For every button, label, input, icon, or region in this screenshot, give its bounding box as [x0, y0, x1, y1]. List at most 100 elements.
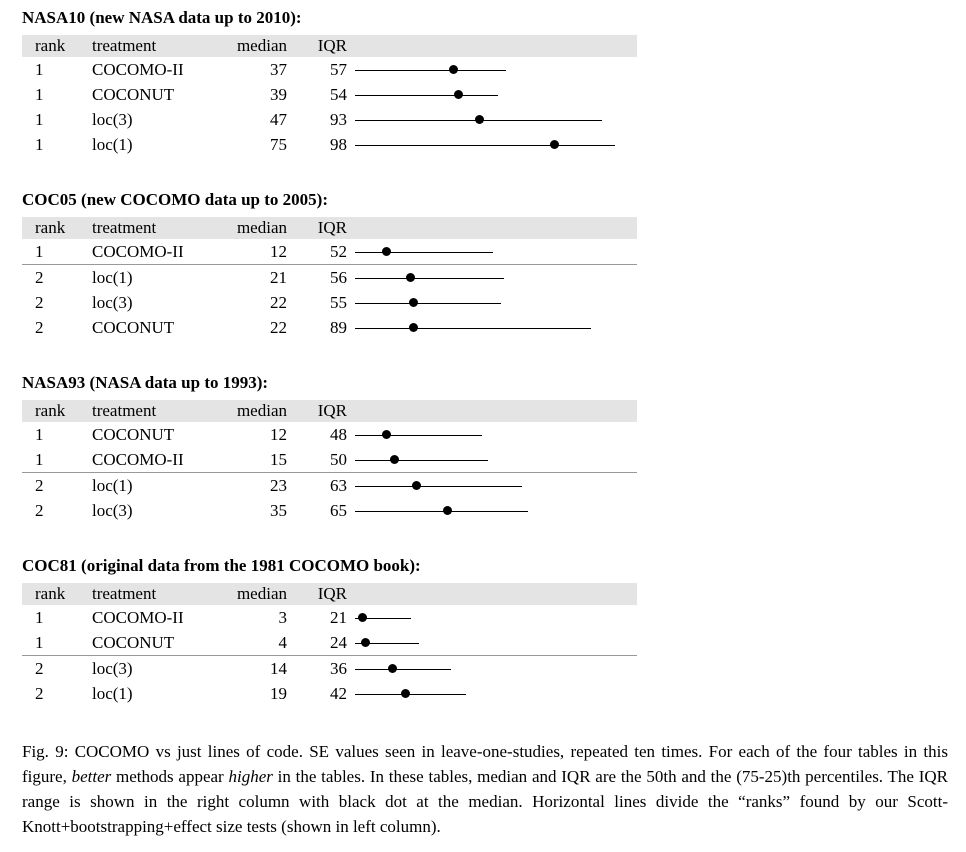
table-row: 1 loc(1) 75 98 [22, 132, 948, 157]
rank-cell: 1 [35, 449, 44, 469]
table-header-row: rank treatment median IQR [22, 35, 637, 57]
rank-groups: 1 COCOMO-II 12 52 2 loc(1) 21 56 2 loc(3… [22, 239, 948, 340]
iqr-range-plot [347, 447, 647, 472]
median-dot [443, 506, 453, 515]
median-dot [382, 430, 392, 439]
col-header-treatment: treatment [92, 36, 157, 55]
median-cell: 47 [270, 109, 287, 129]
rank-group: 1 COCOMO-II 37 57 1 COCONUT 39 54 1 loc(… [22, 57, 948, 157]
col-header-median: median [236, 218, 287, 237]
median-dot [475, 115, 485, 124]
rank-groups: 1 COCOMO-II 37 57 1 COCONUT 39 54 1 loc(… [22, 57, 948, 157]
table-row: 1 COCOMO-II 37 57 [22, 57, 948, 82]
rank-group: 2 loc(1) 21 56 2 loc(3) 22 55 2 COCONUT … [22, 265, 948, 340]
iqr-range-line [355, 617, 411, 619]
iqr-cell: 24 [330, 632, 347, 652]
rank-cell: 1 [35, 607, 44, 627]
table-header-row: rank treatment median IQR [22, 400, 637, 422]
col-header-treatment: treatment [92, 218, 157, 237]
treatment-cell: COCOMO-II [92, 607, 184, 627]
iqr-range-plot [347, 132, 647, 157]
table-row: 2 loc(3) 35 65 [22, 498, 948, 523]
iqr-range-line [355, 459, 488, 461]
median-cell: 14 [270, 658, 287, 678]
rank-cell: 1 [35, 241, 44, 261]
iqr-range-plot [347, 239, 647, 264]
median-dot [406, 273, 416, 282]
col-header-treatment: treatment [92, 401, 157, 420]
iqr-range-plot [347, 681, 647, 706]
table-row: 1 COCONUT 39 54 [22, 82, 948, 107]
table-row: 1 COCOMO-II 15 50 [22, 447, 948, 472]
treatment-cell: COCONUT [92, 632, 175, 652]
col-header-median: median [236, 36, 287, 55]
iqr-cell: 55 [330, 292, 347, 312]
ranked-table-block: COC81 (original data from the 1981 COCOM… [22, 556, 948, 706]
median-dot [382, 247, 392, 256]
median-dot [448, 65, 458, 74]
caption-text: Fig. 9: COCOMO vs just lines of code. SE… [22, 742, 948, 786]
rank-group: 2 loc(1) 23 63 2 loc(3) 35 65 [22, 473, 948, 523]
median-dot [411, 481, 421, 490]
median-cell: 3 [278, 607, 288, 627]
col-header-rank: rank [35, 36, 66, 55]
col-header-rank: rank [35, 401, 66, 420]
median-cell: 15 [270, 449, 287, 469]
median-dot [358, 613, 368, 622]
ranked-table-block: NASA10 (new NASA data up to 2010): rank … [22, 8, 948, 157]
iqr-range-line [355, 693, 467, 695]
treatment-cell: loc(1) [92, 267, 133, 287]
iqr-range-line [355, 668, 451, 670]
iqr-range-plot [347, 498, 647, 523]
iqr-cell: 65 [330, 500, 347, 520]
table-title: COC05 (new COCOMO data up to 2005): [22, 190, 328, 209]
iqr-range-line [355, 277, 504, 279]
rank-group: 2 loc(3) 14 36 2 loc(1) 19 42 [22, 656, 948, 706]
table-row: 2 loc(1) 21 56 [22, 265, 948, 290]
iqr-cell: 89 [330, 317, 347, 337]
rank-cell: 1 [35, 424, 44, 444]
col-header-iqr: IQR [317, 36, 347, 55]
iqr-range-line [355, 642, 419, 644]
col-header-iqr: IQR [317, 584, 347, 603]
iqr-range-line [355, 434, 483, 436]
rank-groups: 1 COCONUT 12 48 1 COCOMO-II 15 50 2 loc(… [22, 422, 948, 523]
rank-cell: 2 [35, 267, 44, 287]
iqr-range-plot [347, 605, 647, 630]
median-dot [390, 455, 400, 464]
iqr-cell: 50 [330, 449, 347, 469]
rank-group: 1 COCONUT 12 48 1 COCOMO-II 15 50 [22, 422, 948, 472]
iqr-range-line [355, 485, 523, 487]
rank-groups: 1 COCOMO-II 3 21 1 COCONUT 4 24 2 loc(3)… [22, 605, 948, 706]
iqr-cell: 63 [330, 475, 347, 495]
table-row: 1 COCONUT 12 48 [22, 422, 948, 447]
rank-group: 1 COCOMO-II 12 52 [22, 239, 948, 264]
median-dot [361, 638, 371, 647]
rank-cell: 2 [35, 658, 44, 678]
treatment-cell: loc(3) [92, 658, 133, 678]
caption-emphasis: better [71, 767, 112, 786]
median-cell: 22 [270, 317, 287, 337]
treatment-cell: COCOMO-II [92, 59, 184, 79]
table-title: NASA93 (NASA data up to 1993): [22, 373, 269, 392]
median-cell: 21 [270, 267, 287, 287]
iqr-cell: 56 [330, 267, 347, 287]
rank-cell: 2 [35, 683, 44, 703]
col-header-rank: rank [35, 584, 66, 603]
median-cell: 75 [270, 134, 287, 154]
treatment-cell: loc(1) [92, 683, 133, 703]
col-header-median: median [236, 584, 287, 603]
median-cell: 22 [270, 292, 287, 312]
iqr-cell: 21 [330, 607, 347, 627]
rank-divider [22, 264, 637, 265]
rank-cell: 2 [35, 317, 44, 337]
median-cell: 35 [270, 500, 287, 520]
median-cell: 37 [270, 59, 287, 79]
table-row: 1 loc(3) 47 93 [22, 107, 948, 132]
col-header-rank: rank [35, 218, 66, 237]
caption-text: in the tables. In these tables, median a… [22, 767, 948, 836]
iqr-range-plot [347, 265, 647, 290]
iqr-range-line [355, 144, 616, 146]
iqr-cell: 98 [330, 134, 347, 154]
treatment-cell: loc(1) [92, 475, 133, 495]
